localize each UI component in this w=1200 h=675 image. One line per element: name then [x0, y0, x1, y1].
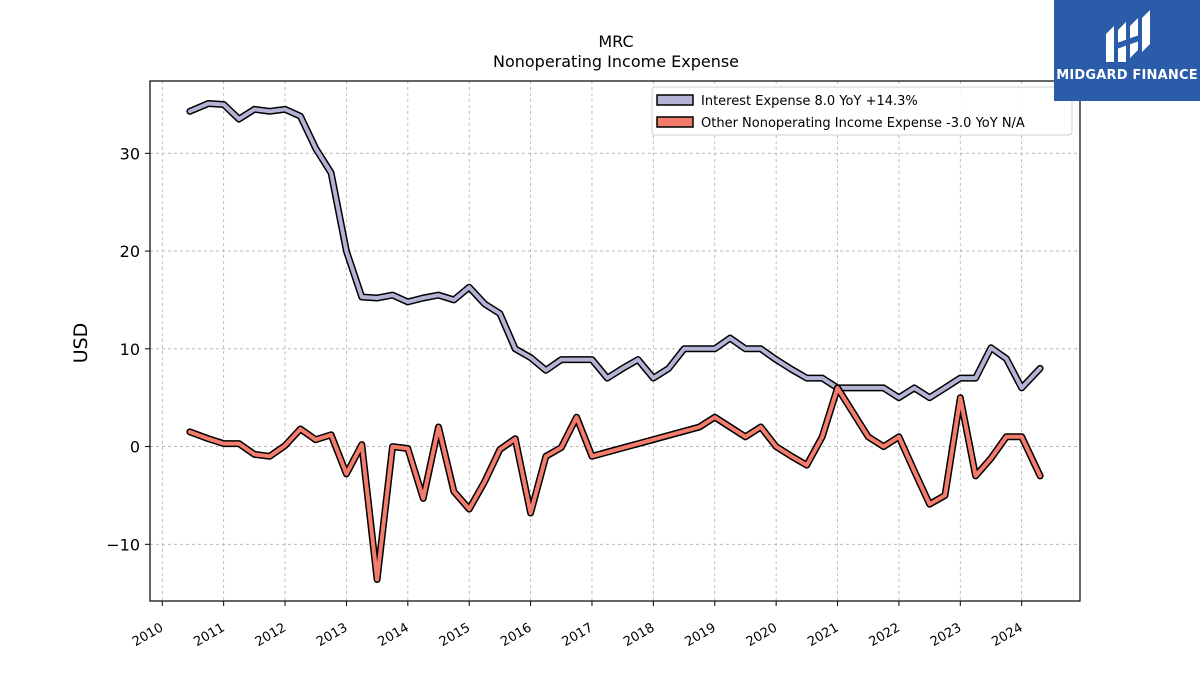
series-outline-1	[186, 384, 1044, 583]
x-tick-label: 2012	[253, 620, 289, 650]
logo-text: MIDGARD FINANCE	[1056, 68, 1198, 83]
x-tick-label: 2018	[621, 620, 657, 650]
grid	[150, 81, 1080, 601]
x-tick-label: 2023	[928, 620, 964, 650]
legend-label-other-nonoperating: Other Nonoperating Income Expense -3.0 Y…	[701, 116, 1025, 131]
x-tick-label: 2024	[989, 620, 1025, 650]
y-axis-label: USD	[70, 323, 92, 364]
y-tick-label: 20	[120, 242, 140, 261]
x-tick-label: 2013	[314, 620, 350, 650]
axes: 2010 2011 2012 2013 2014 2015 2016 2017 2018 2019…	[106, 144, 1025, 650]
legend-box	[651, 86, 1073, 136]
series-line-1	[187, 385, 1043, 582]
y-tick-label: 30	[120, 144, 140, 163]
x-tick-label: 2011	[191, 620, 227, 650]
legend: Interest Expense 8.0 YoY +14.3% Other No…	[651, 86, 1073, 136]
x-tick-label: 2019	[682, 620, 718, 650]
midgard-finance-logo-icon	[1106, 10, 1150, 62]
chart-title: MRC	[598, 32, 634, 51]
chart-subtitle: Nonoperating Income Expense	[492, 52, 740, 71]
x-tick-label: 2016	[498, 620, 534, 650]
x-tick-label: 2022	[867, 620, 903, 650]
series-line-0	[187, 101, 1043, 400]
midgard-finance-logo: MIDGARD FINANCE	[1054, 0, 1200, 101]
x-tick-label: 2021	[805, 620, 841, 650]
x-tick-label: 2010	[130, 620, 166, 650]
legend-swatch-interest-expense	[656, 94, 694, 106]
series-lines	[186, 100, 1044, 583]
legend-swatch-other-nonoperating	[656, 116, 694, 128]
plot-frame	[149, 80, 1081, 602]
x-tick-label: 2015	[437, 620, 473, 650]
x-tick-label: 2020	[744, 620, 780, 650]
x-tick-label: 2014	[376, 620, 412, 650]
y-tick-label: −10	[106, 535, 140, 554]
legend-label-interest-expense: Interest Expense 8.0 YoY +14.3%	[701, 94, 918, 109]
y-tick-label: 10	[120, 340, 140, 359]
y-tick-label: 0	[130, 438, 140, 457]
x-tick-label: 2017	[560, 620, 596, 650]
